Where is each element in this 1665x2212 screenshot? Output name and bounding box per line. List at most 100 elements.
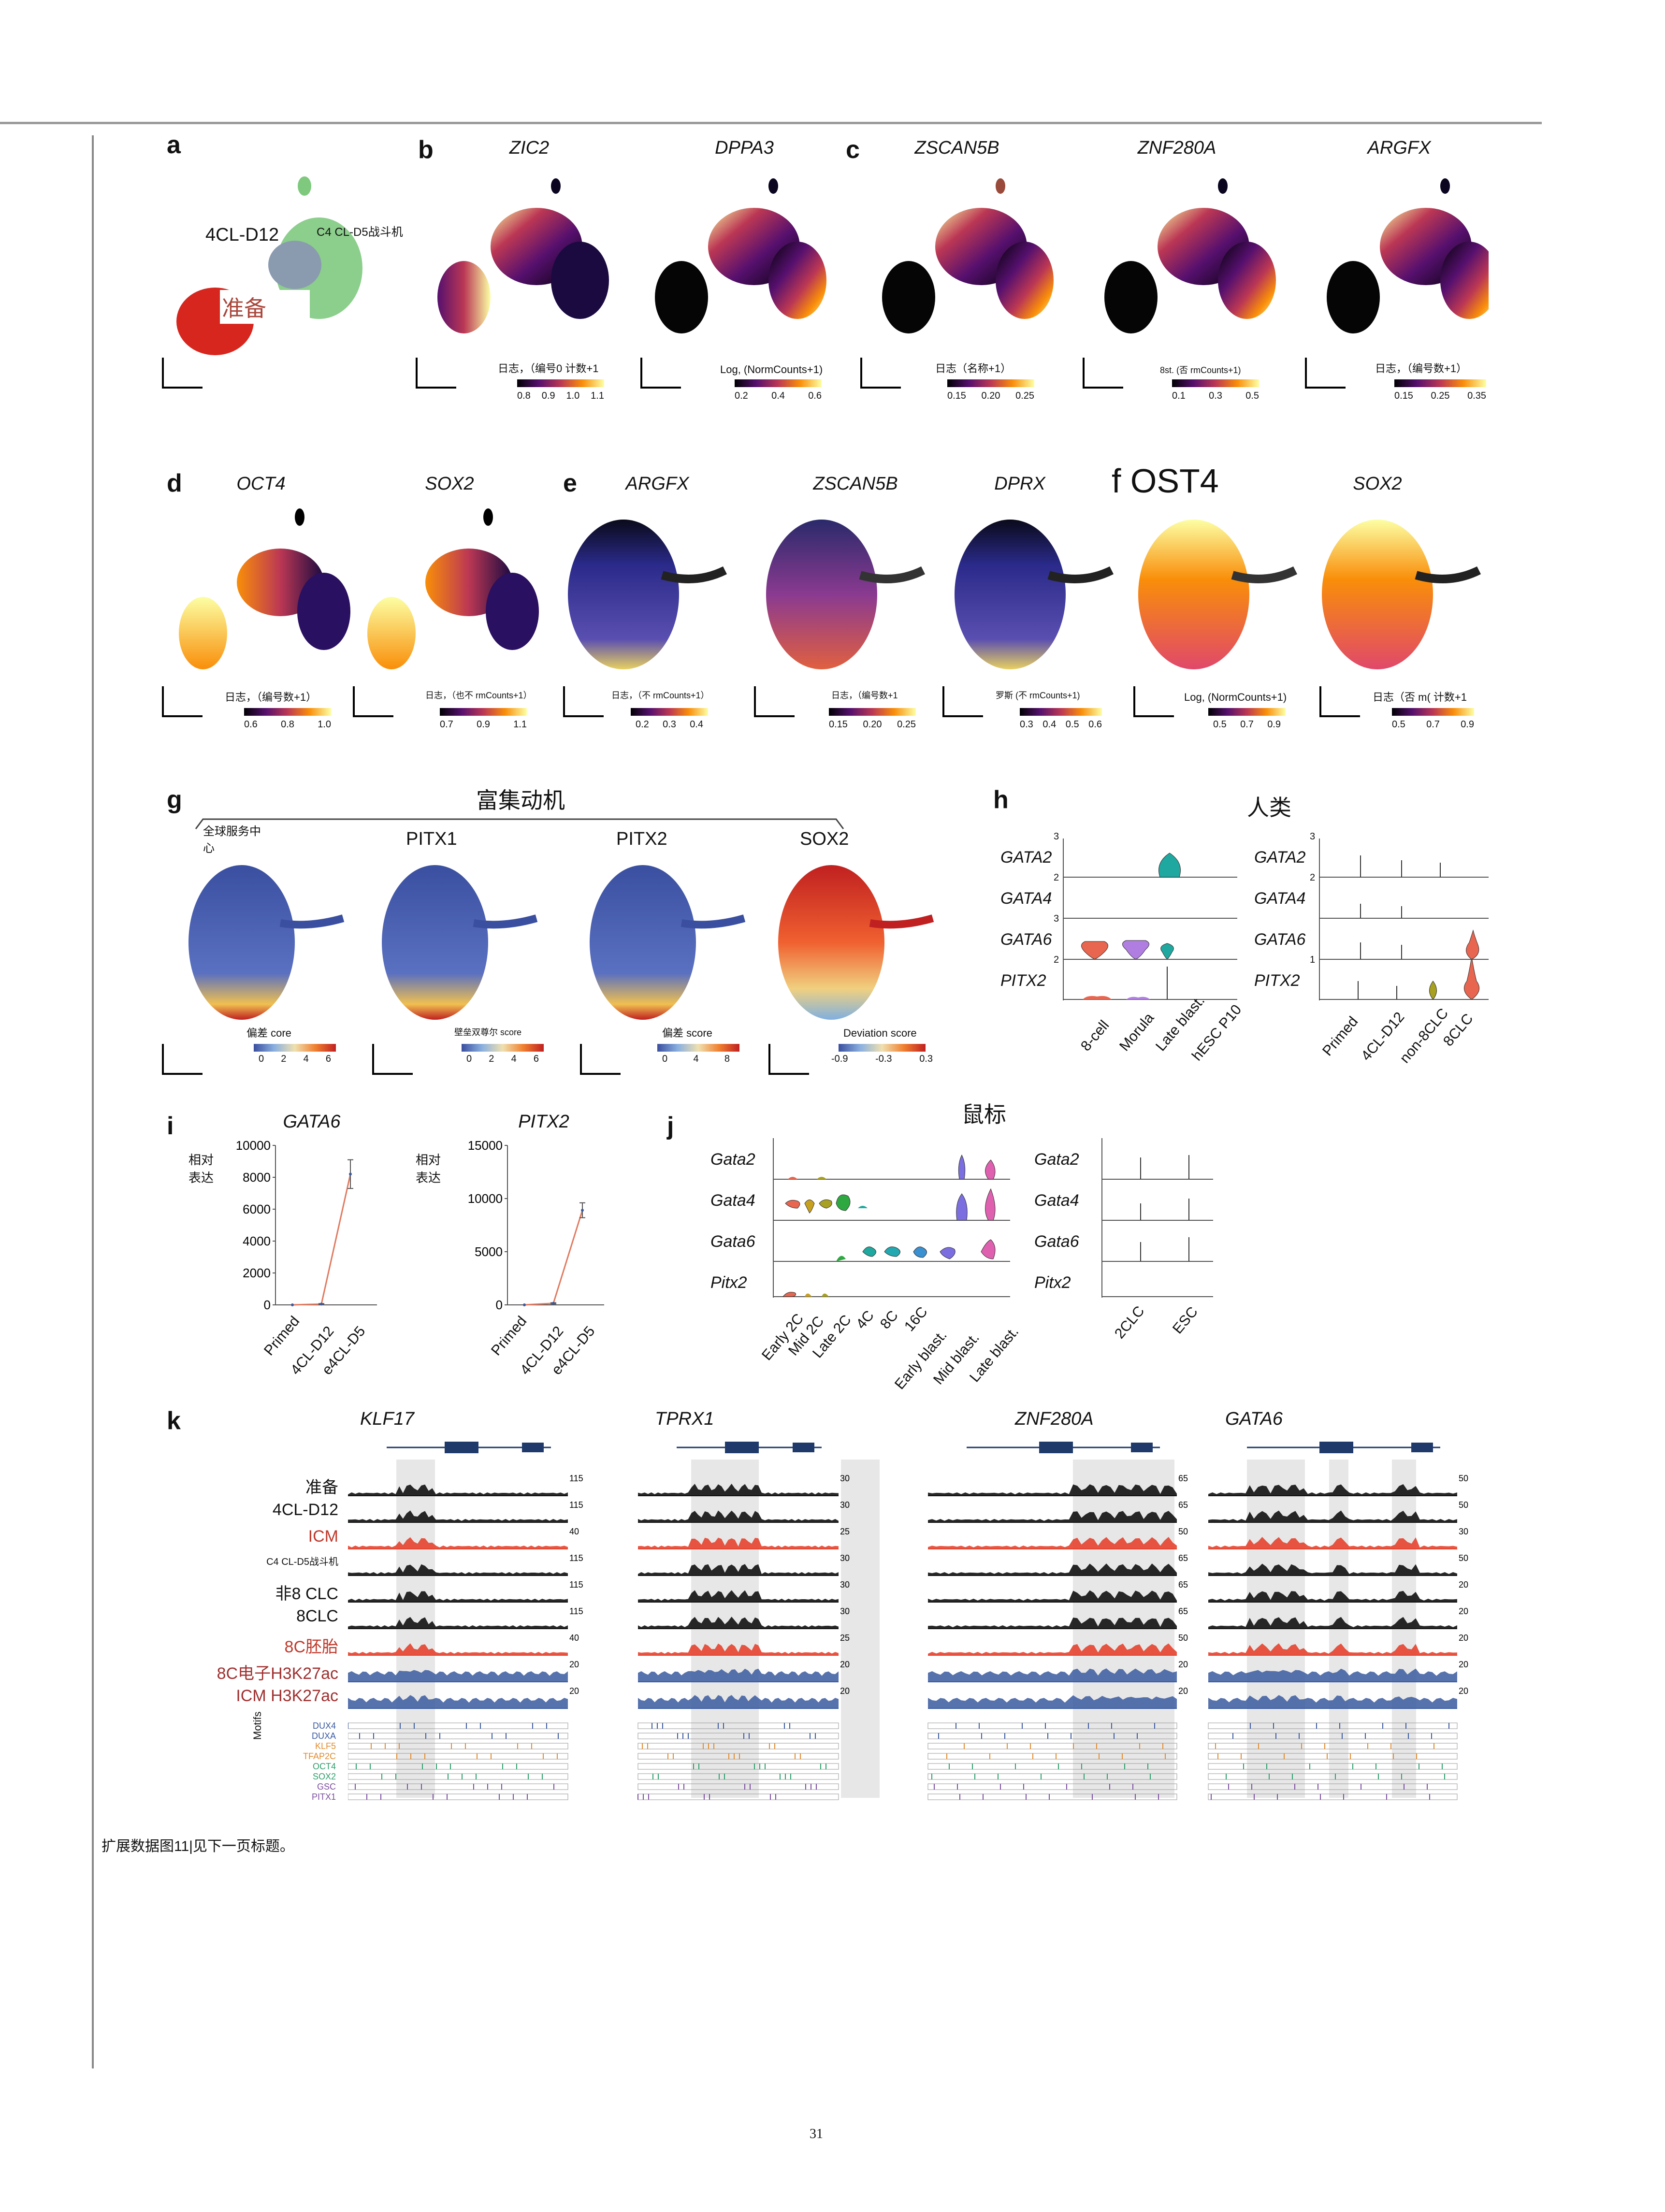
gene-exon bbox=[725, 1442, 759, 1453]
colorbar-zscan5b-e bbox=[829, 708, 916, 716]
cbar-label-g3: Deviation score bbox=[843, 1027, 917, 1040]
cbar-ticks-zic2: 0.8 0.9 1.0 1.1 bbox=[517, 390, 604, 402]
track-label: 非8 CLC bbox=[87, 1580, 338, 1604]
colorbar-oct4-f bbox=[1208, 708, 1286, 716]
data-point bbox=[349, 1172, 352, 1175]
data-point bbox=[552, 1302, 555, 1305]
j-rxlabel-0: 2CLC bbox=[1112, 1303, 1148, 1342]
colorbar-sox2-f bbox=[1392, 708, 1474, 716]
motif-row bbox=[348, 1764, 568, 1769]
motif-label: OCT4 bbox=[278, 1762, 336, 1772]
umap-g-0 bbox=[188, 865, 343, 1020]
h-gene-2: GATA6 bbox=[1000, 930, 1052, 949]
track-signal bbox=[348, 1537, 568, 1549]
panel-b-letter: b bbox=[418, 135, 434, 164]
cbar-label-sox2-d: 日志，（也不 rmCounts+1） bbox=[425, 689, 532, 701]
h-gene-3: PITX2 bbox=[1000, 971, 1046, 990]
track-label: C4 CL-D5战斗机 bbox=[87, 1554, 338, 1568]
cbar-ticks-g2: 048 bbox=[662, 1054, 730, 1065]
umap-znf280a bbox=[1104, 178, 1276, 333]
cbar-ticks-oct4: 0.6 0.8 1.0 bbox=[244, 719, 331, 730]
track-signal bbox=[348, 1591, 568, 1603]
panel-g-bracket bbox=[193, 807, 846, 831]
gene-title-sox2-d: SOX2 bbox=[377, 474, 522, 494]
gene-exon bbox=[1131, 1443, 1153, 1452]
track-signal bbox=[348, 1670, 568, 1682]
series-line bbox=[292, 1174, 350, 1305]
track-signal bbox=[348, 1510, 568, 1522]
motif-row bbox=[348, 1774, 568, 1779]
colorbar-g2 bbox=[657, 1044, 739, 1052]
y-tick-label: 6000 bbox=[243, 1202, 271, 1216]
panel-f-title: f OST4 bbox=[1112, 462, 1219, 500]
h-xlabel-1: Morula bbox=[1116, 1010, 1158, 1055]
j-xlabel-4: 8C bbox=[877, 1308, 902, 1332]
umap-axes-c1 bbox=[860, 358, 901, 389]
colorbar-oct4 bbox=[244, 708, 331, 716]
track-signal bbox=[348, 1564, 568, 1576]
motif-label: DUXA bbox=[278, 1731, 336, 1741]
umap-axes-e3 bbox=[942, 686, 983, 717]
panel-h-letter: h bbox=[993, 785, 1009, 814]
cbar-label-g2: 偏差 score bbox=[662, 1025, 712, 1040]
umap-oct4-f bbox=[1138, 520, 1295, 669]
track-scale: 65 bbox=[1178, 1606, 1188, 1616]
colorbar-znf280a bbox=[1172, 379, 1259, 387]
umap-dprx bbox=[955, 520, 1112, 669]
umap-g-3 bbox=[778, 865, 933, 1020]
motif-row bbox=[348, 1733, 568, 1739]
umap-g-1 bbox=[382, 865, 536, 1020]
cbar-label-argfx-c: 日志，（编号数+1） bbox=[1375, 360, 1467, 376]
gene-title-oct4: OCT4 bbox=[188, 474, 333, 494]
track-scale: 30 bbox=[840, 1474, 850, 1483]
data-point bbox=[320, 1302, 323, 1305]
data-point bbox=[291, 1303, 294, 1306]
track-scale: 20 bbox=[840, 1660, 850, 1669]
track-signal bbox=[928, 1484, 1177, 1496]
motif-row bbox=[348, 1723, 568, 1729]
series-line bbox=[524, 1210, 582, 1305]
h-gene-0: GATA2 bbox=[1000, 848, 1052, 867]
panel-i-letter: i bbox=[167, 1112, 174, 1141]
label-c4cl-d5: C4 CL-D5战斗机 bbox=[317, 222, 403, 239]
track-scale: 65 bbox=[1178, 1580, 1188, 1590]
panel-j-header: 鼠标 bbox=[962, 1097, 1006, 1129]
track-scale: 30 bbox=[840, 1500, 850, 1510]
panel-h-violins bbox=[1058, 836, 1493, 1000]
left-margin-rule bbox=[92, 135, 94, 2068]
track-scale: 115 bbox=[569, 1474, 583, 1483]
g-title-3: SOX2 bbox=[800, 829, 849, 850]
cbar-label-sox2-f: 日志（否 m( 计数+1 bbox=[1373, 689, 1467, 704]
h-tick-0: 3 bbox=[1054, 831, 1059, 842]
motif-label: DUX4 bbox=[278, 1721, 336, 1731]
track-scale: 50 bbox=[1178, 1527, 1188, 1536]
j-rxlabel-1: ESC bbox=[1170, 1304, 1202, 1337]
umap-axes-g3 bbox=[580, 1044, 621, 1075]
panel-e-letter: e bbox=[563, 469, 577, 498]
umap-zscan5b bbox=[882, 178, 1054, 333]
track-signal bbox=[928, 1511, 1177, 1522]
umap-axes-g2 bbox=[372, 1044, 413, 1075]
cbar-ticks-dprx: 0.3 0.4 0.5 0.6 bbox=[1020, 719, 1102, 730]
track-signal bbox=[348, 1617, 568, 1629]
y-tick-label: 10000 bbox=[468, 1191, 503, 1206]
umap-zic2 bbox=[437, 178, 609, 333]
track-scale: 30 bbox=[1459, 1527, 1468, 1536]
figure-caption: 扩展数据图11|见下一页标题。 bbox=[101, 1834, 294, 1855]
h-rxlabel-0: Primed bbox=[1319, 1013, 1361, 1059]
panel-a-umap bbox=[145, 159, 416, 362]
cbar-ticks-argfx-c: 0.15 0.25 0.35 bbox=[1394, 390, 1486, 402]
umap-axes-g1 bbox=[162, 1044, 203, 1075]
panel-i-charts: 1000080006000400020000 150001000050000 bbox=[222, 1141, 706, 1324]
colorbar-g3 bbox=[839, 1044, 926, 1052]
cbar-ticks-zscan5b: 0.15 0.20 0.25 bbox=[947, 390, 1034, 402]
panel-a-letter: a bbox=[167, 130, 181, 159]
cbar-label-oct4-f: Log, (NormCounts+1) bbox=[1184, 691, 1287, 704]
track-scale: 65 bbox=[1178, 1553, 1188, 1563]
panel-d-letter: d bbox=[167, 469, 182, 498]
track-scale: 115 bbox=[569, 1500, 583, 1510]
gene-title-zscan5b: ZSCAN5B bbox=[884, 138, 1029, 159]
track-scale: 20 bbox=[1459, 1606, 1468, 1616]
gene-exon bbox=[522, 1443, 544, 1452]
umap-axes-e1 bbox=[563, 686, 604, 717]
